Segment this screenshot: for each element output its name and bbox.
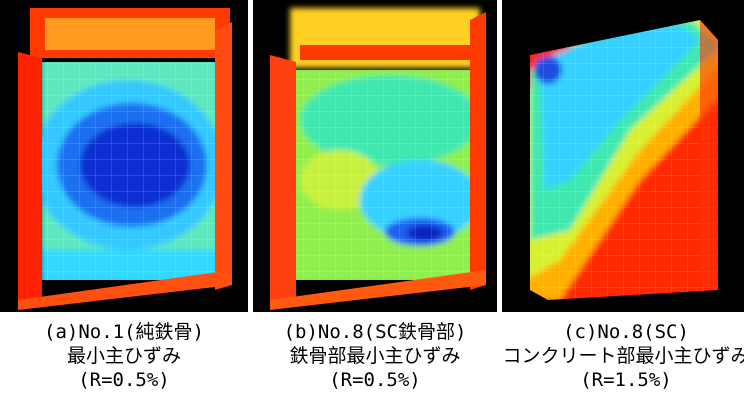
caption-label: (R=0.5%) bbox=[329, 369, 421, 391]
caption-label: 鉄骨部最小主ひずみ bbox=[289, 345, 460, 367]
caption-label: (c)No.8(SC) bbox=[563, 321, 689, 343]
caption-label: コンクリート部最小主ひずみ bbox=[502, 345, 744, 367]
captions: (a)No.1(純鉄骨) 最小主ひずみ (R=0.5%) (b)No.8(SC鉄… bbox=[44, 321, 744, 391]
caption-label: (R=0.5%) bbox=[78, 369, 170, 391]
contour-image-a bbox=[0, 0, 248, 312]
caption-label: (a)No.1(純鉄骨) bbox=[44, 321, 204, 343]
caption-label: (b)No.8(SC鉄骨部) bbox=[284, 321, 467, 343]
caption-label: 最小主ひずみ bbox=[67, 345, 181, 367]
contour-image-c bbox=[502, 0, 744, 312]
caption-label: (R=1.5%) bbox=[580, 369, 672, 391]
contour-image-b bbox=[253, 0, 497, 312]
figure: (a)No.1(純鉄骨) 最小主ひずみ (R=0.5%) (b)No.8(SC鉄… bbox=[0, 0, 744, 408]
